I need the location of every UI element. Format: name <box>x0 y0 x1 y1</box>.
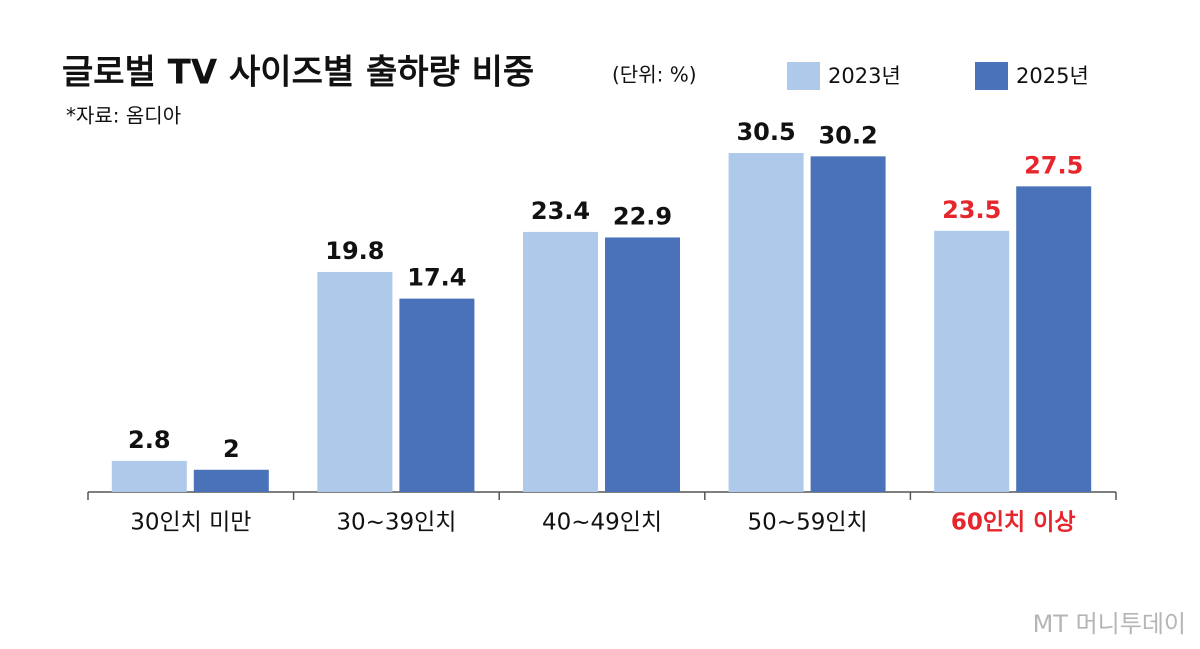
value-label: 30.5 <box>736 118 795 146</box>
value-label: 19.8 <box>325 237 384 265</box>
bar <box>523 231 598 492</box>
legend-label: 2023년 <box>828 64 901 88</box>
watermark: MT 머니투데이 <box>1033 610 1186 638</box>
chart-title: 글로벌 TV 사이즈별 출하량 비중 <box>62 53 534 93</box>
value-label: 22.9 <box>613 202 672 230</box>
value-label: 27.5 <box>1024 151 1083 179</box>
x-tick-label: 30인치 미만 <box>130 510 251 536</box>
bar <box>111 460 187 492</box>
x-tick-label: 30~39인치 <box>336 510 456 536</box>
value-label: 23.5 <box>942 196 1001 224</box>
bar <box>934 230 1010 493</box>
bar <box>810 156 886 492</box>
bar <box>193 469 269 492</box>
legend-label: 2025년 <box>1016 64 1089 88</box>
bar <box>317 271 393 492</box>
unit-label: (단위: %) <box>612 63 697 87</box>
value-label: 2.8 <box>128 426 171 454</box>
x-tick-label: 60인치 이상 <box>951 510 1076 536</box>
source: *자료: 옴디아 <box>66 104 181 128</box>
legend-swatch <box>787 62 820 90</box>
bar <box>605 237 680 492</box>
bar <box>728 153 804 492</box>
value-label: 2 <box>223 435 240 463</box>
value-label: 30.2 <box>818 121 877 149</box>
bar <box>399 298 475 492</box>
value-label: 23.4 <box>531 197 590 225</box>
x-tick-label: 40~49인치 <box>542 510 662 536</box>
bar <box>1016 186 1092 492</box>
legend-swatch <box>975 62 1008 90</box>
value-label: 17.4 <box>407 264 466 292</box>
x-tick-label: 50~59인치 <box>748 510 868 536</box>
